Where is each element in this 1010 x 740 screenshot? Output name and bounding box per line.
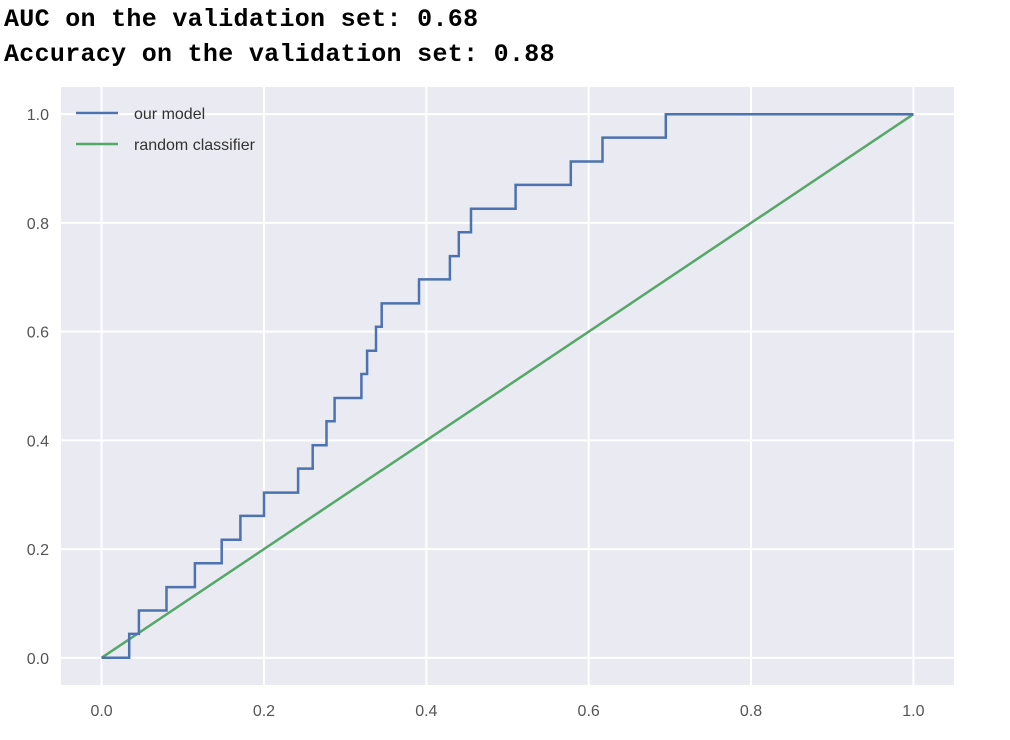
- series-layer: [100, 112, 915, 660]
- accuracy-text: Accuracy on the validation set: 0.88: [4, 40, 555, 69]
- y-axis-ticks: 0.0 0.2 0.4 0.6 0.8 1.0: [27, 107, 49, 668]
- x-axis-ticks: 0.0 0.2 0.4 0.6 0.8 1.0: [90, 703, 924, 720]
- y-tick-label: 1.0: [27, 107, 49, 124]
- y-tick-label: 0.6: [27, 325, 49, 342]
- y-tick-label: 0.2: [27, 542, 49, 559]
- x-tick-label: 0.6: [578, 703, 600, 720]
- y-tick-label: 0.4: [27, 433, 49, 450]
- x-tick-label: 0.0: [90, 703, 112, 720]
- x-tick-label: 0.4: [415, 703, 437, 720]
- legend-label: our model: [134, 106, 205, 123]
- y-tick-label: 0.0: [27, 651, 49, 668]
- grid-lines: [61, 87, 954, 685]
- x-tick-label: 0.2: [253, 703, 275, 720]
- x-tick-label: 0.8: [740, 703, 762, 720]
- legend: our model random classifier: [76, 106, 256, 154]
- cell-output: AUC on the validation set: 0.68 Accuracy…: [4, 2, 555, 72]
- auc-text: AUC on the validation set: 0.68: [4, 5, 479, 34]
- legend-label: random classifier: [134, 137, 256, 154]
- x-tick-label: 1.0: [902, 703, 924, 720]
- y-tick-label: 0.8: [27, 216, 49, 233]
- series-line-random-classifier: [100, 113, 915, 659]
- series-line-our-model: [101, 112, 914, 660]
